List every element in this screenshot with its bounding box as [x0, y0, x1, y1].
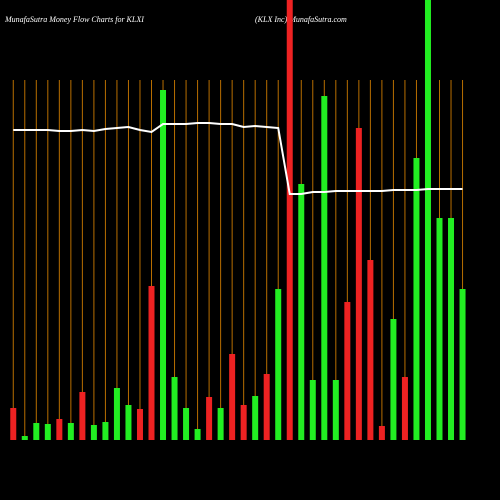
bar — [21, 436, 28, 440]
bar — [321, 96, 328, 440]
bar — [217, 408, 224, 440]
bar — [10, 408, 17, 440]
bar — [67, 423, 74, 440]
bar — [367, 260, 374, 440]
bar — [90, 425, 97, 440]
bar — [263, 374, 270, 440]
bar — [355, 128, 362, 440]
bar — [148, 286, 155, 440]
bar — [252, 396, 259, 440]
bar — [459, 289, 466, 440]
bar — [206, 397, 213, 440]
bar — [286, 0, 293, 440]
bar — [136, 409, 143, 440]
bar — [102, 422, 109, 440]
bar — [44, 424, 51, 440]
bar — [448, 218, 455, 440]
bar — [413, 158, 420, 440]
bar — [275, 289, 282, 440]
bar — [125, 405, 132, 440]
bar — [113, 388, 120, 440]
bar — [401, 377, 408, 440]
bar — [229, 354, 236, 440]
bar — [390, 319, 397, 440]
bar — [344, 302, 351, 440]
money-flow-line — [13, 122, 463, 195]
bar — [298, 184, 305, 440]
bar — [424, 0, 431, 440]
bar — [309, 380, 316, 440]
chart-title: MunafaSutra Money Flow Charts for KLXI — [4, 15, 144, 24]
chart-subtitle: (KLX Inc) MunafaSutra.com — [255, 15, 347, 24]
bar — [56, 419, 63, 440]
bar — [240, 405, 247, 440]
bar — [171, 377, 178, 440]
bar — [194, 429, 201, 440]
bar — [183, 408, 190, 440]
bar — [33, 423, 40, 440]
bar — [79, 392, 86, 440]
bar — [160, 90, 167, 440]
bar — [378, 426, 385, 440]
bar — [332, 380, 339, 440]
bar — [436, 218, 443, 440]
